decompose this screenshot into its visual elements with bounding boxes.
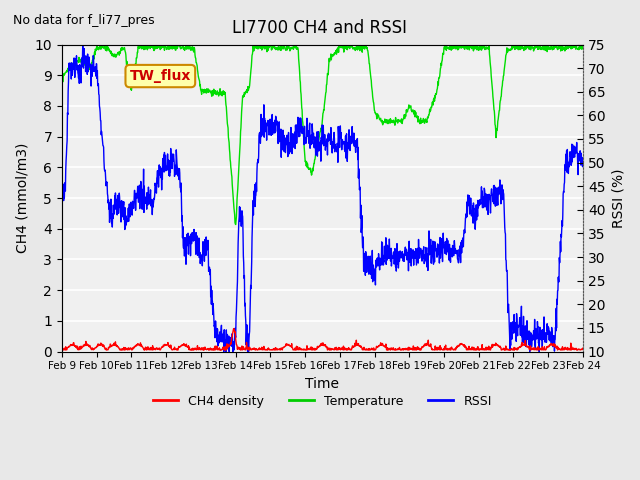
Text: LI7700 CH4 and RSSI: LI7700 CH4 and RSSI: [232, 19, 408, 37]
X-axis label: Time: Time: [305, 377, 339, 391]
Y-axis label: RSSI (%): RSSI (%): [611, 168, 625, 228]
Legend: CH4 density, Temperature, RSSI: CH4 density, Temperature, RSSI: [148, 390, 497, 413]
Y-axis label: CH4 (mmol/m3): CH4 (mmol/m3): [15, 143, 29, 253]
Text: TW_flux: TW_flux: [130, 69, 191, 83]
Text: No data for f_li77_pres: No data for f_li77_pres: [13, 14, 154, 27]
